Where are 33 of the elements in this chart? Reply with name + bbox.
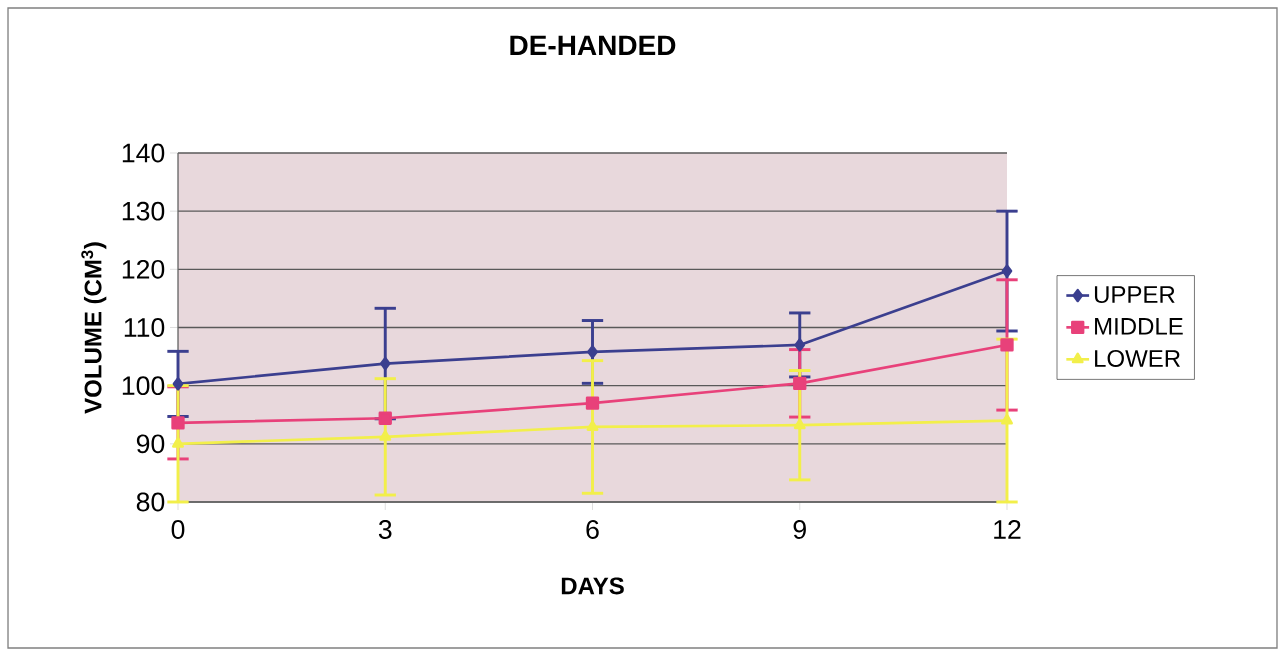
x-tick-label: 12 <box>994 520 1021 539</box>
point <box>1001 413 1013 425</box>
chart-title: DE-HANDED <box>510 35 676 55</box>
x-tick-label: 3 <box>378 520 392 539</box>
point <box>171 416 185 430</box>
x-axis-title: DAYS <box>561 577 624 595</box>
point <box>793 376 807 390</box>
y-tick-label: 140 <box>122 143 165 163</box>
y-axis-title: VOLUME (CM$^{3}$) <box>81 242 107 414</box>
y-tick-label: 90 <box>136 434 165 454</box>
legend-label: UPPER <box>1094 286 1175 304</box>
y-tick-label: 100 <box>122 376 165 396</box>
point <box>1000 338 1014 352</box>
point <box>586 420 599 431</box>
point <box>378 411 392 425</box>
y-tick-label: 80 <box>136 492 165 512</box>
y-tick-label: 130 <box>122 201 165 221</box>
legend-label: MIDDLE <box>1095 318 1183 335</box>
point <box>172 377 184 391</box>
point <box>379 356 391 371</box>
x-tick-label: 0 <box>171 520 185 539</box>
point <box>793 418 806 430</box>
legend-label: LOWER <box>1095 349 1180 367</box>
point <box>585 396 600 410</box>
point <box>794 338 806 352</box>
x-tick-label: 6 <box>586 520 599 539</box>
x-tick-label: 9 <box>793 520 806 539</box>
y-tick-label: 110 <box>124 318 165 337</box>
y-tick-label: 120 <box>122 259 165 279</box>
point <box>379 430 392 441</box>
point <box>587 345 598 359</box>
point <box>172 437 184 448</box>
point <box>1001 264 1013 278</box>
